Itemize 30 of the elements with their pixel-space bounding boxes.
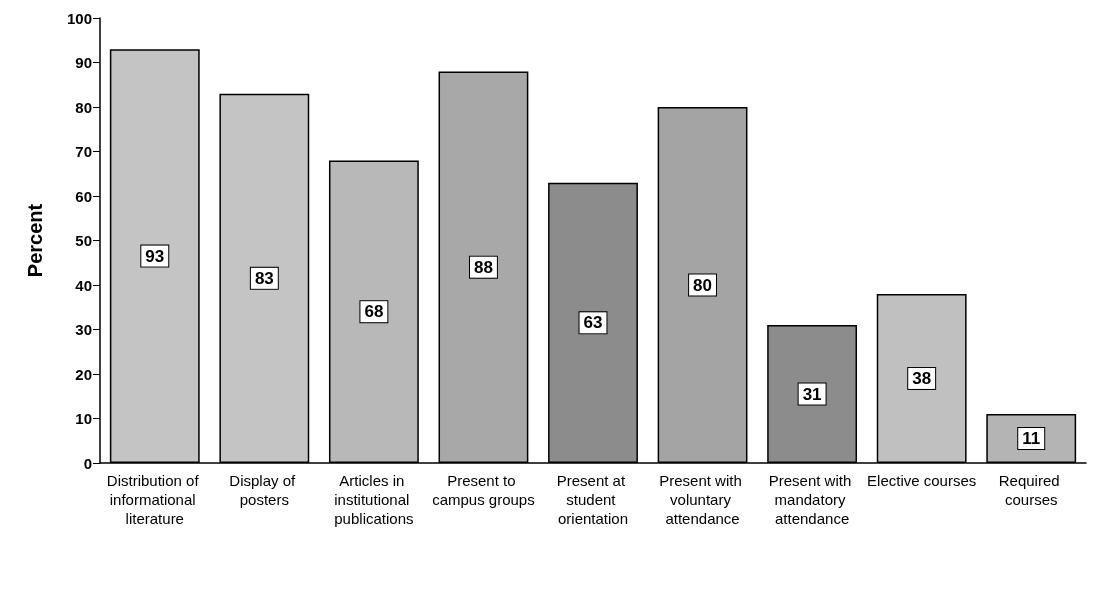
y-tick-label: 90 — [75, 54, 92, 71]
y-axis-title: Percent — [24, 203, 46, 278]
y-tick-label: 60 — [75, 187, 92, 205]
y-tick-label: 40 — [75, 276, 92, 294]
x-tick-label: Articles in institutional publications — [334, 472, 414, 527]
data-label: 38 — [912, 368, 932, 388]
data-label: 93 — [145, 246, 165, 266]
data-label: 83 — [254, 268, 274, 288]
y-tick-label: 10 — [75, 410, 92, 427]
data-label: 11 — [1022, 429, 1041, 449]
data-label: 31 — [802, 384, 822, 404]
data-label: 63 — [583, 313, 603, 333]
data-label: 80 — [693, 275, 713, 295]
y-tick-label: 70 — [75, 143, 92, 160]
data-label: 88 — [473, 257, 493, 277]
x-tick-label: Present at student orientation — [556, 472, 630, 527]
x-tick-label: Distribution of informational literature — [106, 472, 203, 527]
x-tick-label: Display of posters — [229, 472, 300, 508]
y-tick-label: 100 — [66, 9, 92, 27]
y-tick-label: 0 — [83, 454, 92, 472]
y-tick-label: 30 — [75, 321, 92, 338]
x-tick-label: Present with mandatory attendance — [768, 472, 856, 527]
y-tick-label: 20 — [75, 365, 92, 383]
x-tick-label: Present with voluntary attendance — [659, 472, 746, 527]
x-tick-label: Present to campus groups — [432, 472, 535, 508]
y-tick-label: 80 — [75, 98, 92, 116]
x-tick-label: Required courses — [998, 472, 1064, 508]
y-tick-label: 50 — [75, 232, 92, 249]
x-tick-label: Elective courses — [867, 472, 977, 489]
data-label: 68 — [364, 302, 384, 322]
